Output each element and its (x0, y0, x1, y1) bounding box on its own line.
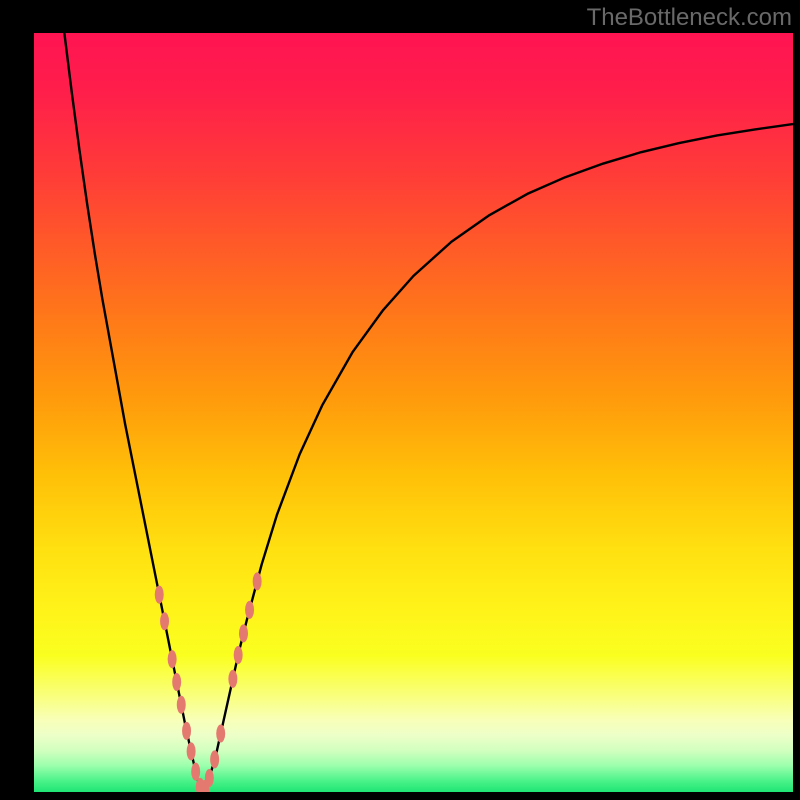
data-marker (234, 646, 243, 664)
frame-right (793, 0, 800, 800)
data-marker (187, 742, 196, 760)
data-marker (245, 601, 254, 619)
data-marker (172, 673, 181, 691)
data-marker (210, 750, 219, 768)
data-marker (228, 670, 237, 688)
data-marker (239, 624, 248, 642)
data-marker (155, 586, 164, 604)
data-marker (216, 725, 225, 743)
data-marker (191, 763, 200, 781)
data-marker (253, 572, 262, 590)
data-marker (160, 612, 169, 630)
plot-area (34, 33, 793, 792)
data-marker (168, 650, 177, 668)
frame-left (0, 0, 34, 800)
data-marker (205, 769, 214, 787)
data-marker (182, 722, 191, 740)
frame-bottom (0, 792, 800, 800)
data-marker (177, 696, 186, 714)
watermark-text: TheBottleneck.com (587, 4, 792, 32)
chart-background (34, 33, 793, 792)
chart-svg (34, 33, 793, 792)
